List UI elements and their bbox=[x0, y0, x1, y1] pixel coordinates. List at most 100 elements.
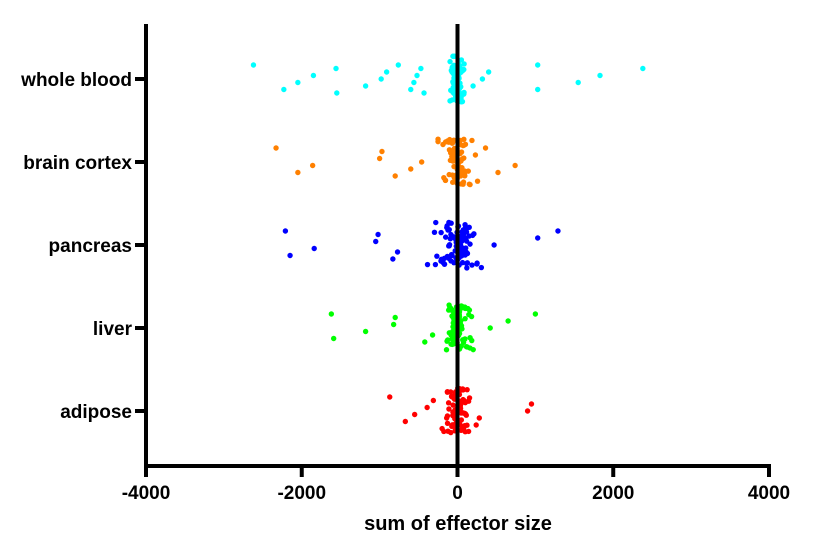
data-point bbox=[474, 261, 480, 267]
data-point bbox=[473, 422, 479, 428]
data-point bbox=[532, 311, 539, 317]
data-point bbox=[392, 314, 398, 321]
data-point bbox=[295, 79, 301, 86]
data-point bbox=[421, 90, 427, 96]
data-point bbox=[464, 265, 470, 271]
data-point bbox=[491, 242, 497, 248]
data-point bbox=[476, 415, 483, 421]
data-point bbox=[443, 347, 450, 353]
data-point bbox=[448, 231, 454, 238]
data-point bbox=[461, 61, 467, 67]
data-point bbox=[442, 234, 449, 240]
data-point bbox=[422, 339, 428, 345]
data-point bbox=[330, 335, 337, 342]
category-label: brain cortex bbox=[23, 153, 132, 174]
data-point bbox=[328, 311, 335, 317]
data-point bbox=[295, 169, 301, 176]
data-point bbox=[447, 98, 453, 104]
data-point bbox=[375, 231, 381, 238]
x-tick-label: 4000 bbox=[748, 483, 790, 504]
data-point bbox=[555, 228, 561, 234]
x-tick-label: -4000 bbox=[122, 483, 171, 504]
data-point bbox=[450, 53, 456, 59]
data-point bbox=[464, 344, 471, 350]
data-point bbox=[485, 69, 492, 75]
data-point bbox=[450, 402, 456, 408]
data-point bbox=[429, 332, 436, 338]
series-liver bbox=[328, 302, 539, 353]
data-point bbox=[447, 58, 453, 65]
data-point bbox=[287, 252, 293, 259]
data-point bbox=[390, 321, 397, 328]
data-point bbox=[464, 260, 471, 266]
data-point bbox=[438, 229, 444, 236]
data-point bbox=[449, 307, 455, 313]
data-point bbox=[444, 388, 451, 395]
data-point bbox=[467, 241, 473, 247]
data-points bbox=[250, 53, 646, 436]
data-point bbox=[459, 305, 466, 311]
data-point bbox=[451, 137, 457, 143]
data-point bbox=[362, 83, 369, 89]
data-point bbox=[373, 238, 379, 245]
data-point bbox=[390, 256, 396, 262]
data-point bbox=[460, 399, 467, 405]
data-point bbox=[462, 423, 468, 429]
data-point bbox=[273, 145, 279, 151]
data-point bbox=[414, 72, 420, 79]
data-point bbox=[465, 168, 471, 174]
data-point bbox=[460, 91, 467, 97]
x-tick-label: 2000 bbox=[592, 483, 634, 504]
data-point bbox=[431, 229, 438, 235]
data-point bbox=[383, 69, 390, 75]
x-tick-label: 0 bbox=[452, 483, 463, 504]
data-point bbox=[469, 232, 476, 239]
data-point bbox=[250, 62, 257, 68]
data-point bbox=[378, 76, 384, 82]
series-adipose bbox=[387, 385, 535, 436]
x-tick-label: -2000 bbox=[277, 483, 326, 504]
data-point bbox=[444, 413, 451, 419]
data-point bbox=[462, 173, 468, 179]
data-point bbox=[424, 261, 431, 268]
data-point bbox=[411, 79, 417, 86]
data-point bbox=[408, 166, 414, 172]
data-point bbox=[448, 87, 454, 93]
data-point bbox=[441, 174, 447, 181]
data-point bbox=[387, 394, 393, 400]
data-point bbox=[469, 262, 475, 268]
category-label: whole blood bbox=[20, 70, 132, 91]
data-point bbox=[466, 395, 473, 401]
data-point bbox=[575, 79, 581, 86]
data-point bbox=[411, 411, 418, 418]
data-point bbox=[466, 224, 472, 230]
data-point bbox=[402, 418, 409, 425]
data-point bbox=[458, 158, 464, 164]
data-point bbox=[441, 261, 448, 267]
data-point bbox=[482, 145, 489, 151]
data-point bbox=[461, 136, 467, 143]
data-point bbox=[535, 62, 541, 68]
data-point bbox=[460, 245, 466, 251]
data-point bbox=[435, 138, 441, 145]
x-ticks: -4000 -2000 0 2000 4000 bbox=[122, 466, 790, 504]
data-point bbox=[448, 393, 455, 400]
data-point bbox=[408, 86, 414, 93]
data-point bbox=[282, 228, 289, 234]
data-point bbox=[487, 325, 493, 331]
data-point bbox=[467, 334, 473, 341]
data-point bbox=[432, 261, 439, 268]
series-brain-cortex bbox=[273, 136, 518, 188]
data-point bbox=[311, 245, 317, 252]
category-label: adipose bbox=[60, 402, 132, 423]
data-point bbox=[446, 139, 452, 145]
data-point bbox=[446, 243, 452, 249]
data-point bbox=[446, 406, 452, 412]
data-point bbox=[512, 162, 518, 169]
category-label: pancreas bbox=[49, 236, 132, 257]
data-point bbox=[495, 169, 501, 176]
data-point bbox=[462, 221, 468, 228]
data-point bbox=[640, 65, 646, 72]
data-point bbox=[444, 224, 450, 231]
data-point bbox=[470, 346, 476, 353]
